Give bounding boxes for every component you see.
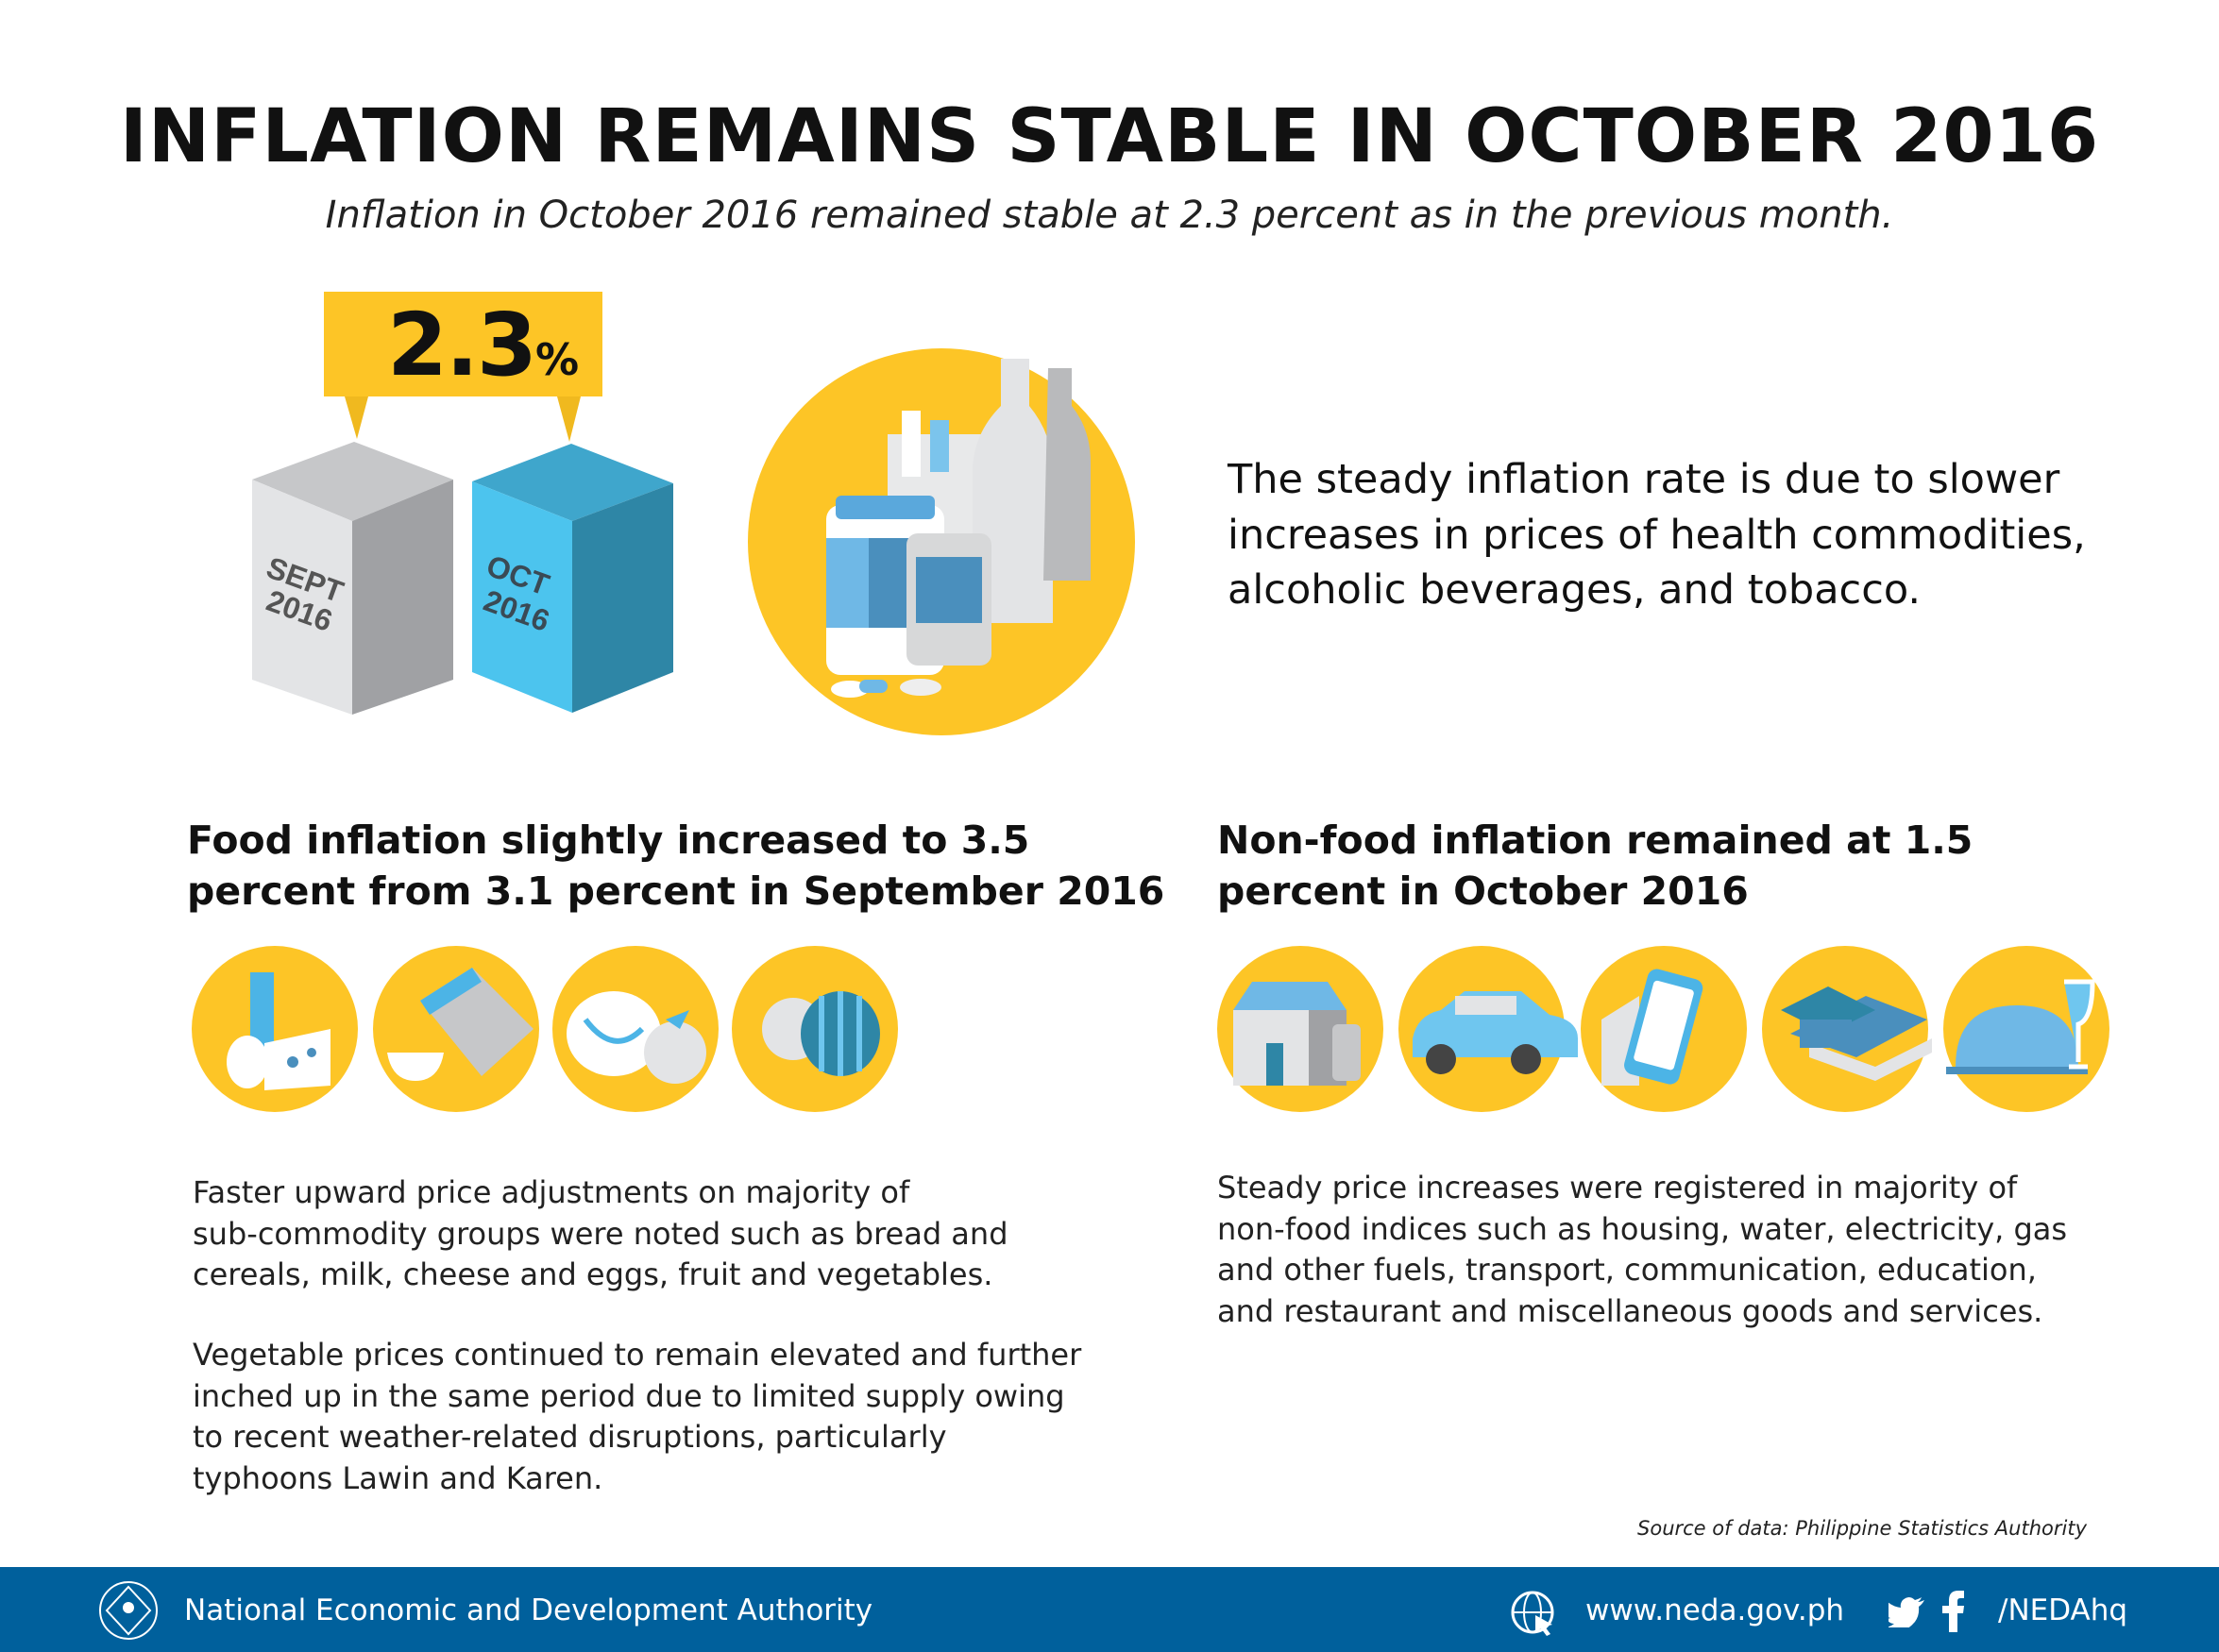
health-alcohol-tobacco-icon — [748, 348, 1135, 735]
sept-cube: SEPT 2016 — [252, 442, 453, 715]
fish-fruit-icon — [552, 946, 719, 1112]
housing-utilities-icon — [1217, 946, 1383, 1112]
bread-cereals-icon — [373, 946, 539, 1112]
oct-cube: OCT 2016 — [472, 444, 673, 713]
facebook-icon[interactable] — [1940, 1591, 1965, 1632]
food-icons — [192, 946, 898, 1112]
nonfood-heading: Non-food inflation remained at 1.5 percen… — [1217, 818, 1973, 914]
footer-bar — [0, 1567, 2219, 1652]
nonfood-paragraph: Steady price increases were registered i… — [1217, 1170, 2068, 1329]
milk-cheese-eggs-icon — [192, 946, 358, 1112]
car-icon — [1398, 946, 1578, 1112]
food-paragraph-2: Vegetable prices continued to remain ele… — [193, 1337, 1082, 1496]
neda-logo-icon — [99, 1581, 158, 1640]
globe-icon — [1511, 1591, 1554, 1636]
inflation-rate: 2.3% — [387, 295, 580, 396]
vegetables-icon — [732, 946, 898, 1112]
reason-line: alcoholic beverages, and tobacco. — [1228, 566, 1922, 614]
social-handle-link[interactable]: /NEDAhq — [1998, 1593, 2128, 1627]
page-title: INFLATION REMAINS STABLE IN OCTOBER 2016 — [119, 94, 2100, 179]
education-icon — [1762, 946, 1932, 1112]
twitter-icon[interactable] — [1889, 1595, 1926, 1627]
website-link[interactable]: www.neda.gov.ph — [1585, 1593, 1845, 1627]
inflation-callout — [324, 292, 602, 396]
footer-org-name: National Economic and Development Author… — [184, 1593, 873, 1627]
food-heading: Food inflation slightly increased to 3.5… — [187, 818, 1165, 914]
reason-line: increases in prices of health commoditie… — [1228, 512, 2086, 559]
phone-icon — [1581, 946, 1747, 1112]
restaurant-icon — [1943, 946, 2109, 1112]
source-note: Source of data: Philippine Statistics Au… — [1637, 1517, 2087, 1540]
subtitle: Inflation in October 2016 remained stabl… — [325, 194, 1894, 237]
reason-line: The steady inflation rate is due to slow… — [1228, 456, 2060, 503]
nonfood-icons — [1217, 946, 2109, 1112]
food-paragraph-1: Faster upward price adjustments on major… — [193, 1174, 1008, 1292]
inflation-cubes-graphic: SEPT 2016 OCT 2016 — [252, 396, 673, 715]
